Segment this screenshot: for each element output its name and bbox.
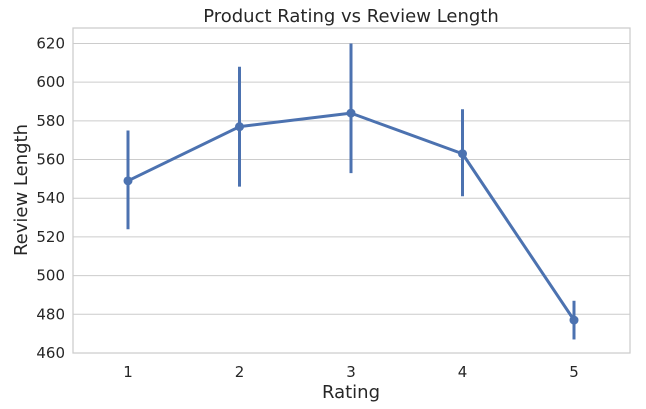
y-tick-label: 620 bbox=[36, 34, 65, 52]
data-point bbox=[569, 315, 579, 325]
y-tick-label: 580 bbox=[36, 112, 65, 130]
x-tick-label: 2 bbox=[235, 363, 245, 381]
y-tick-label: 460 bbox=[36, 344, 65, 362]
data-point bbox=[458, 149, 467, 159]
plot-frame bbox=[72, 27, 631, 354]
y-tick-label: 520 bbox=[36, 228, 65, 246]
data-point bbox=[123, 176, 133, 186]
data-point bbox=[235, 122, 244, 132]
y-tick-label: 480 bbox=[36, 305, 65, 323]
x-tick-label: 1 bbox=[123, 363, 133, 381]
x-axis-label: Rating bbox=[322, 382, 380, 403]
y-tick-label: 500 bbox=[36, 267, 65, 285]
chart-title: Product Rating vs Review Length bbox=[203, 6, 499, 27]
x-tick-label: 5 bbox=[569, 363, 579, 381]
y-tick-label: 540 bbox=[36, 189, 65, 207]
x-tick-label: 3 bbox=[346, 363, 356, 381]
y-tick-label: 600 bbox=[36, 73, 65, 91]
data-point bbox=[346, 108, 356, 118]
series-layer bbox=[123, 43, 579, 340]
x-tick-labels: 1 2 3 4 5 bbox=[123, 363, 579, 381]
y-tick-label: 560 bbox=[36, 151, 65, 169]
y-axis-label: Review Length bbox=[11, 124, 32, 256]
y-tick-labels: 460 480 500 520 540 560 580 600 620 bbox=[36, 34, 65, 362]
x-tick-label: 4 bbox=[458, 363, 468, 381]
